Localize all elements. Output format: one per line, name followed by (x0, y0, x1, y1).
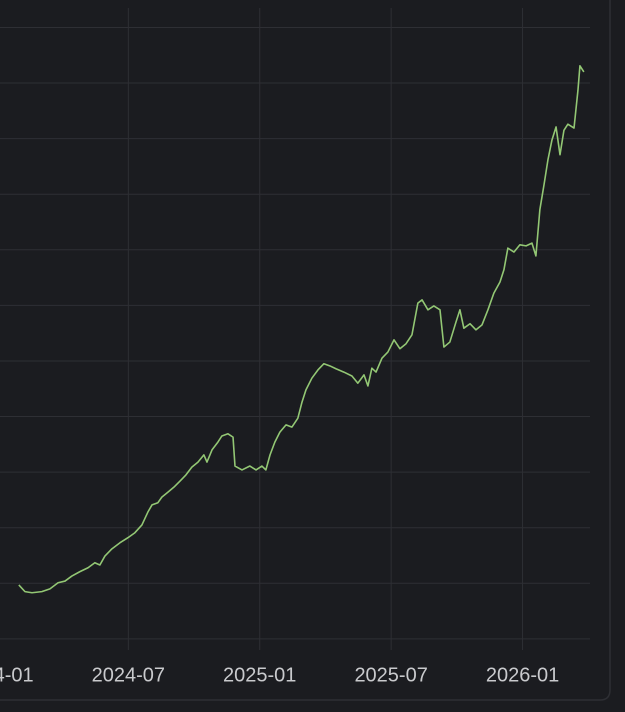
x-tick-label: 2025-01 (223, 664, 296, 686)
x-tick-label: 2024-01 (0, 664, 34, 686)
panel-border (0, 0, 611, 701)
x-tick-label: 2024-07 (92, 664, 165, 686)
line (18, 65, 585, 594)
x-tick-label: 2025-07 (354, 664, 427, 686)
x-tick-label: 2026-01 (486, 664, 559, 686)
